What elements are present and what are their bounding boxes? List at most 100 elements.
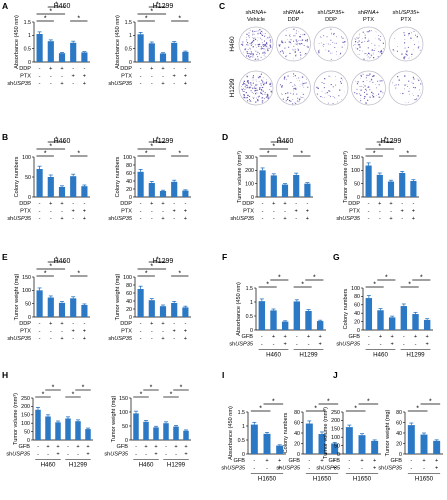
- panel-A-chart-1-cond-label-0: DDP: [120, 66, 132, 72]
- panel-B-chart-0-cond-label-0: DDP: [19, 201, 31, 207]
- panel-D-chart-0-cond-2-4: +: [306, 216, 309, 222]
- panel-B-chart-1-cond-1-3: +: [173, 209, 176, 215]
- panel-H-chart-0-bar-4: [75, 421, 81, 440]
- panel-I-chart-0-y-tick-label-0: 0: [242, 452, 245, 458]
- panel-J-chart-0-y-tick-label-0: 0: [337, 452, 340, 458]
- panel-B-chart-0-cond-2-1: -: [50, 216, 52, 222]
- panel-F-chart-0-cond-0-0: -: [261, 334, 263, 340]
- panel-A-chart-1-bar-0: [137, 34, 144, 62]
- panel-B-chart-1-y-tick-label-2: 40: [126, 179, 132, 185]
- panel-B-chart-1-sig-star-0: *: [145, 151, 148, 158]
- panel-D-chart-0-cond-label-0: DDP: [242, 201, 254, 207]
- panel-G-chart-0-bar-1: [377, 310, 384, 330]
- panel-D-chart-1-cond-1-0: -: [368, 209, 370, 215]
- panel-E-chart-1-cond-2-1: -: [151, 336, 153, 342]
- panel-E-chart-0-cond-0-4: -: [83, 321, 85, 327]
- panel-E-chart-0-bar-3: [70, 298, 77, 317]
- panel-F-chart-0-cond-1-0: -: [261, 342, 263, 348]
- panel-B-chart-1-cond-1-4: +: [184, 209, 187, 215]
- panel-A-chart-0-cond-2-1: -: [50, 81, 52, 87]
- panel-D-chart-0-sig-star-2: *: [278, 137, 281, 144]
- panel-E-chart-0-cond-0-0: -: [39, 321, 41, 327]
- panel-letter-E: E: [2, 252, 8, 262]
- panel-I-chart-1-cond-0-2: +: [333, 458, 336, 464]
- panel-D-chart-0-cond-1-2: -: [284, 209, 286, 215]
- colony-spots-0-2: [318, 28, 346, 60]
- colony-row-label-1: H1299: [229, 78, 236, 97]
- panel-I-chart-0-group-label-0: H1650: [258, 476, 277, 483]
- panel-A-chart-0-sig-star-0: *: [44, 16, 47, 23]
- panel-A-chart-0-cond-0-0: -: [39, 66, 41, 72]
- panel-I-chart-1-y-tick-label-4: 80: [294, 410, 300, 416]
- panel-E-chart-1-sig-star-2: *: [156, 257, 159, 264]
- panel-E-chart-1-sig-star-0: *: [145, 271, 148, 278]
- panel-B-chart-0-cond-2-4: +: [83, 216, 86, 222]
- panel-B-chart-1-y-tick-label-4: 80: [126, 163, 132, 169]
- panel-A-chart-1-cond-0-1: +: [150, 66, 153, 72]
- panel-I-chart-1-y-tick-label-3: 60: [294, 420, 300, 426]
- panel-E-chart-0-cond-1-2: -: [61, 329, 63, 335]
- panel-I-chart-0-cond-0-0: -: [253, 458, 255, 464]
- panel-B-chart-0-title: H460: [54, 138, 71, 145]
- panel-A-chart-1-bar-2: [159, 53, 167, 62]
- panel-D-chart-1-cond-1-2: -: [390, 209, 392, 215]
- panel-B-chart-0-cond-1-3: +: [72, 209, 75, 215]
- panel-G-chart-0-cond-0-0: -: [368, 334, 370, 340]
- panel-B-chart-1-cond-0-1: +: [150, 201, 153, 207]
- panel-I-chart-1-cond-1-1: -: [321, 466, 323, 472]
- panel-B-chart-0-cond-2-3: -: [72, 216, 74, 222]
- panel-B-chart-1-y-tick-label-0: 0: [129, 195, 132, 201]
- panel-B-chart-0-cond-1-1: -: [50, 209, 52, 215]
- panel-E-chart-1-cond-1-2: -: [162, 329, 164, 335]
- panel-F-chart-0-sig-star-2: *: [301, 282, 304, 289]
- panel-B-chart-1-bar-0: [137, 171, 144, 197]
- panel-G-chart-0-y-tick-label-2: 40: [354, 311, 360, 317]
- panel-F-chart-0-bar-5: [316, 321, 324, 330]
- panel-E-chart-0-y-tick-label-0: 0: [28, 315, 31, 321]
- panel-H-chart-0-sig-star-0: *: [42, 392, 45, 399]
- panel-D-chart-1-y-tick-label-0: 0: [357, 195, 360, 201]
- panel-A-chart-0-bar-4: [81, 52, 88, 62]
- panel-J-chart-1-y-tick-label-2: 40: [396, 431, 402, 437]
- panel-G-chart-0-cond-0-4: +: [414, 334, 417, 340]
- panel-J-chart-0-y-tick-label-5: 250: [331, 410, 340, 416]
- colony-col-label-1-0: shRNA+: [283, 10, 304, 16]
- panel-H-chart-0-bar-3: [65, 418, 71, 440]
- panel-I-chart-0-sig-star-1: *: [272, 399, 275, 406]
- panel-F-chart-0-y-tick-label-3: 1.5: [246, 286, 253, 292]
- panel-F-chart-0-cond-1-3: -: [296, 342, 298, 348]
- panel-D-chart-0-cond-0-1: +: [272, 201, 275, 207]
- panel-A-chart-0-cond-2-2: +: [60, 81, 63, 87]
- panel-A-chart-0-cond-label-0: DDP: [19, 66, 31, 72]
- panel-A-chart-0-y-label: Absorbance (450 nm): [14, 15, 20, 69]
- panel-D-chart-1-cond-label-0: DDP: [348, 201, 360, 207]
- panel-B-chart-0-bar-1: [47, 177, 54, 197]
- panel-D-chart-0-sig-star-1: *: [272, 144, 275, 151]
- panel-D-chart-1-cond-0-1: +: [378, 201, 381, 207]
- panel-E-chart-0-bar-1: [47, 297, 54, 317]
- panel-E-chart-0-y-label: Tumor weight (mg): [14, 274, 20, 321]
- panel-A-chart-0-cond-2-3: -: [72, 81, 74, 87]
- panel-A-chart-0-cond-1-0: -: [39, 74, 41, 80]
- panel-letter-C: C: [219, 1, 225, 11]
- panel-D-chart-0-cond-1-3: +: [295, 209, 298, 215]
- panel-A-chart-1-cond-1-0: -: [140, 74, 142, 80]
- panel-H-chart-1-cond-0-5: +: [184, 444, 187, 450]
- panel-D-chart-1-y-tick-label-2: 100: [351, 168, 360, 174]
- panel-B-chart-1-bar-1: [148, 183, 155, 197]
- panel-E-chart-0-bar-4: [81, 305, 88, 317]
- panel-A-chart-1-cond-2-2: +: [161, 81, 164, 87]
- panel-A-chart-1-cond-2-4: +: [184, 81, 187, 87]
- panel-H-chart-0-y-tick-label-1: 50: [24, 429, 30, 435]
- panel-H-chart-0-cond-0-2: +: [56, 444, 59, 450]
- colony-col-label-0-0: shRNA+: [245, 10, 266, 16]
- panel-G-chart-0-y-tick-label-0: 0: [357, 328, 360, 334]
- panel-A-chart-0-cond-2-0: -: [39, 81, 41, 87]
- panel-G-chart-0-bar-0: [365, 298, 373, 330]
- panel-H-chart-1-cond-0-2: +: [154, 444, 157, 450]
- panel-E-chart-0-y-tick-label-2: 100: [22, 288, 31, 294]
- panel-B-chart-0-cond-label-1: PTX: [20, 209, 31, 215]
- panel-letter-H: H: [2, 370, 8, 380]
- panel-A-chart-1-y-label: Absorbance (450 nm): [115, 15, 121, 69]
- panel-G-chart-0-cond-1-2: +: [391, 342, 394, 348]
